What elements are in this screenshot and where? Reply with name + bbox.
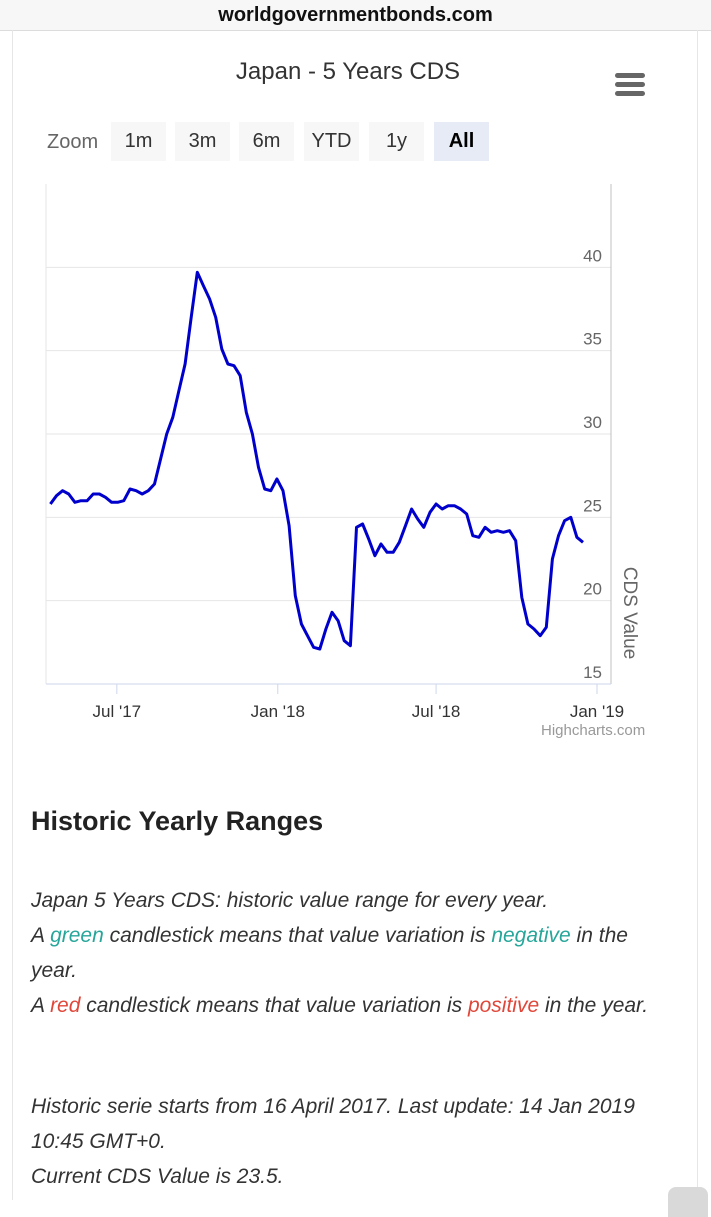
red-line-prefix: A bbox=[31, 994, 51, 1017]
red-line-middle: candlestick means that value variation i… bbox=[80, 994, 468, 1017]
green-word: green bbox=[50, 924, 104, 947]
y-tick-label: 15 bbox=[583, 663, 602, 682]
y-tick-label: 25 bbox=[583, 496, 602, 515]
scroll-to-top-button[interactable] bbox=[668, 1187, 708, 1217]
zoom-label: Zoom bbox=[47, 131, 99, 153]
zoom-1m-button[interactable]: 1m bbox=[111, 122, 166, 161]
hamburger-menu-icon[interactable] bbox=[612, 68, 648, 100]
y-tick-label: 40 bbox=[583, 246, 602, 265]
positive-word: positive bbox=[467, 994, 540, 1017]
content-border-right bbox=[697, 30, 698, 1200]
highcharts-credits-link[interactable]: Highcharts.com bbox=[541, 722, 646, 739]
zoom-6m-button[interactable]: 6m bbox=[239, 122, 294, 161]
historic-description: Japan 5 Years CDS: historic value range … bbox=[31, 883, 671, 1023]
green-line-prefix: A bbox=[31, 924, 51, 947]
y-tick-label: 35 bbox=[583, 330, 602, 349]
zoom-3m-button[interactable]: 3m bbox=[175, 122, 230, 161]
red-line-suffix: in the year. bbox=[539, 994, 649, 1017]
content-border-left bbox=[12, 30, 13, 1200]
green-line-middle: candlestick means that value variation i… bbox=[103, 924, 492, 947]
current-value-text: Current CDS Value is 23.5. bbox=[31, 1165, 284, 1188]
address-bar[interactable]: worldgovernmentbonds.com bbox=[0, 0, 711, 31]
x-tick-label: Jul '17 bbox=[93, 702, 142, 721]
url-text: worldgovernmentbonds.com bbox=[218, 3, 493, 26]
y-axis-title: CDS Value bbox=[619, 567, 640, 660]
zoom-ytd-button[interactable]: YTD bbox=[304, 122, 359, 161]
cds-series-line bbox=[49, 270, 584, 651]
y-tick-label: 30 bbox=[583, 413, 602, 432]
zoom-all-button[interactable]: All bbox=[434, 122, 489, 161]
chart-title: Japan - 5 Years CDS bbox=[235, 58, 461, 85]
update-info: Historic serie starts from 16 April 2017… bbox=[31, 1089, 671, 1194]
red-word: red bbox=[50, 994, 81, 1017]
y-axis: 15 20 25 30 35 40 bbox=[583, 246, 602, 682]
description-line-1: Japan 5 Years CDS: historic value range … bbox=[31, 889, 549, 912]
x-tick-label: Jan '19 bbox=[570, 702, 624, 721]
y-tick-label: 20 bbox=[583, 580, 602, 599]
negative-word: negative bbox=[491, 924, 571, 947]
serie-start-text: Historic serie starts from 16 April 2017… bbox=[31, 1095, 635, 1153]
x-axis: Jul '17 Jan '18 Jul '18 Jan '19 bbox=[93, 684, 624, 721]
section-heading: Historic Yearly Ranges bbox=[31, 806, 324, 836]
cds-line-chart[interactable]: Jul '17 Jan '18 Jul '18 Jan '19 15 20 25 30 35 4… bbox=[0, 180, 711, 740]
zoom-1y-button[interactable]: 1y bbox=[369, 122, 424, 161]
x-tick-label: Jan '18 bbox=[251, 702, 305, 721]
green-line-suffix: in the year. bbox=[31, 924, 628, 982]
chart-gridlines bbox=[46, 266, 611, 602]
x-tick-label: Jul '18 bbox=[412, 702, 461, 721]
